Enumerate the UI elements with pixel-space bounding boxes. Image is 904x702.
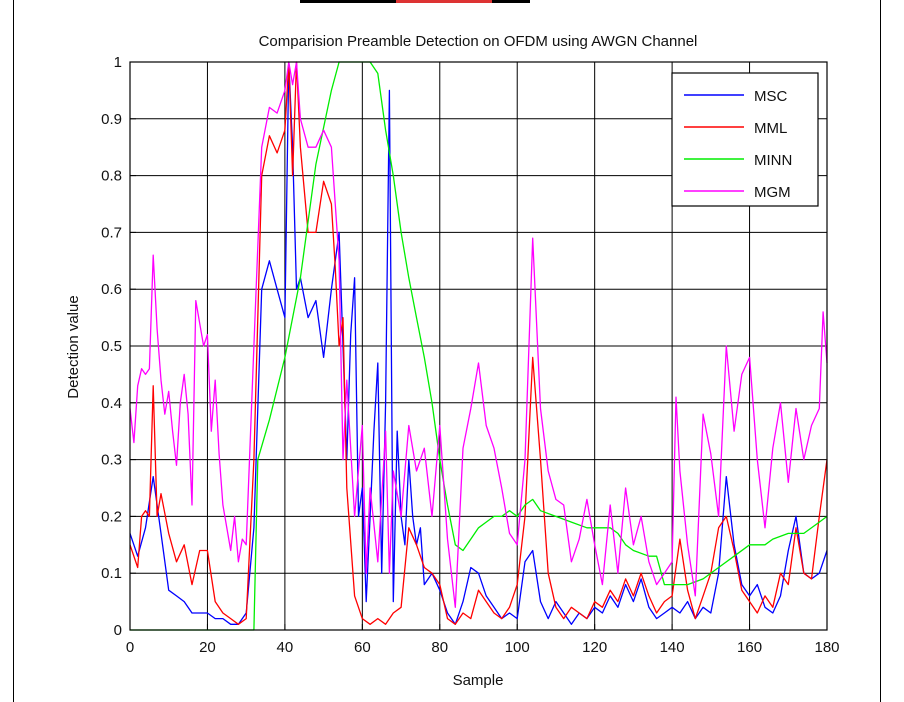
x-axis-label: Sample [453, 672, 504, 689]
series-lines [129, 61, 828, 631]
y-tick-label: 0.2 [101, 508, 122, 525]
x-tick-label: 20 [199, 639, 216, 656]
top-edge-mark-red [396, 0, 492, 3]
y-tick-label: 0.1 [101, 565, 122, 582]
y-tick-label: 0.4 [101, 395, 122, 412]
legend-label-mml: MML [754, 120, 787, 137]
legend-box [671, 72, 819, 207]
y-tick-label: 0 [114, 622, 122, 639]
x-tick-label: 60 [354, 639, 371, 656]
y-tick-label: 0.8 [101, 168, 122, 185]
x-tick-label: 160 [737, 639, 762, 656]
x-tick-label: 120 [582, 639, 607, 656]
legend-label-minn: MINN [754, 152, 792, 169]
chart-title: Comparision Preamble Detection on OFDM u… [259, 33, 698, 50]
plot-area-border [129, 61, 828, 631]
x-tick-label: 80 [431, 639, 448, 656]
tick-labels: 0 20 40 60 80 100 120 140 160 180 0 0.1 0.2 0.3 0.4 0.5… [101, 54, 839, 656]
x-tick-label: 100 [505, 639, 530, 656]
y-tick-label: 0.9 [101, 111, 122, 128]
figure-border-right [880, 0, 881, 702]
y-tick-label: 0.5 [101, 338, 122, 355]
figure-border-left [13, 0, 14, 702]
x-tick-label: 140 [660, 639, 685, 656]
legend: MSC MML MINN MGM [671, 72, 819, 207]
x-tick-label: 180 [814, 639, 839, 656]
x-tick-label: 40 [277, 639, 294, 656]
y-tick-label: 0.7 [101, 224, 122, 241]
legend-label-msc: MSC [754, 88, 788, 105]
y-tick-label: 1 [114, 54, 122, 71]
x-tick-label: 0 [126, 639, 134, 656]
legend-label-mgm: MGM [754, 184, 791, 201]
series-line-mml [129, 61, 828, 625]
y-tick-label: 0.3 [101, 452, 122, 469]
y-axis-label: Detection value [65, 295, 82, 398]
y-tick-label: 0.6 [101, 281, 122, 298]
series-line-mgm [129, 61, 828, 608]
